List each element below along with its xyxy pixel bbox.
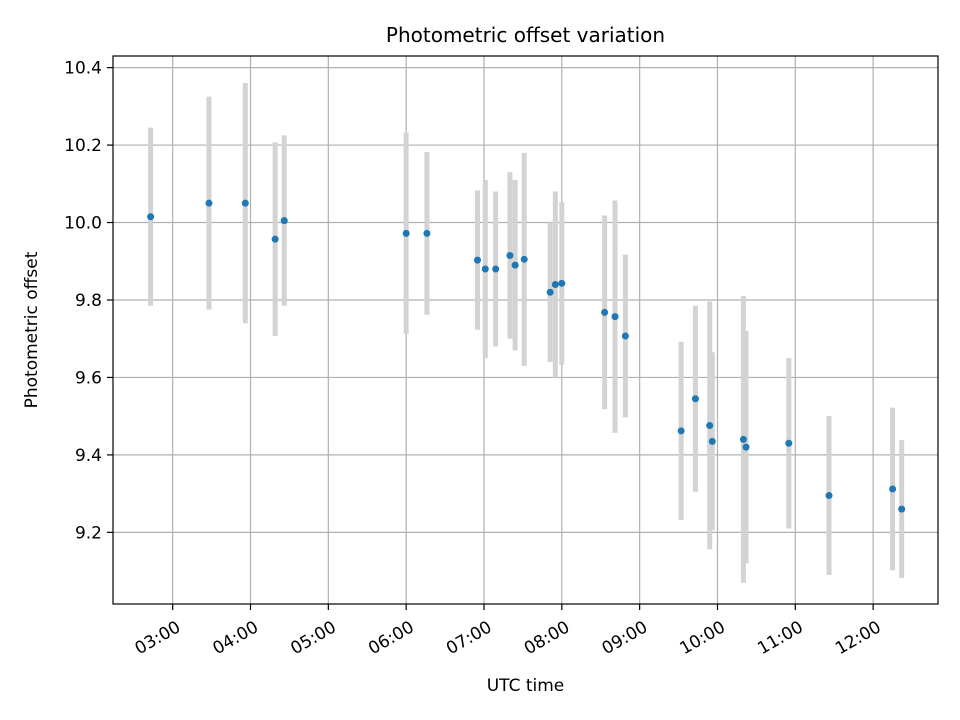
data-point [611, 313, 619, 321]
y-tick-label: 9.8 [75, 291, 102, 311]
data-point [621, 332, 629, 340]
data-point [742, 443, 750, 451]
data-point [520, 255, 528, 263]
data-point [558, 279, 566, 287]
data-point [506, 251, 514, 259]
data-point [601, 308, 609, 316]
data-point [706, 421, 714, 429]
data-point [785, 439, 793, 447]
y-tick-label: 10.2 [64, 136, 102, 156]
data-point [889, 485, 897, 493]
data-point [280, 217, 288, 225]
data-point [481, 265, 489, 273]
data-point [474, 256, 482, 264]
y-tick-label: 9.2 [75, 523, 102, 543]
x-axis-title: UTC time [487, 676, 565, 696]
data-point [271, 235, 279, 243]
data-points [147, 199, 906, 513]
y-tick-label: 9.4 [75, 446, 102, 466]
data-point [739, 435, 747, 443]
data-point [205, 199, 213, 207]
data-point [708, 437, 716, 445]
data-point [423, 229, 431, 237]
data-point [402, 229, 410, 237]
data-point [691, 395, 699, 403]
data-point [677, 427, 685, 435]
data-point [898, 505, 906, 513]
y-tick-label: 10.4 [64, 59, 102, 79]
axes-frame [112, 55, 939, 605]
data-point [825, 492, 833, 500]
data-point [546, 288, 554, 296]
data-point [551, 280, 559, 288]
data-point [147, 213, 155, 221]
data-point [492, 265, 500, 273]
y-tick-label: 9.6 [75, 368, 102, 388]
data-point [241, 199, 249, 207]
y-tick-label: 10.0 [64, 214, 102, 234]
data-point [511, 261, 519, 269]
chart-title: Photometric offset variation [386, 23, 665, 47]
y-axis-title: Photometric offset [22, 251, 42, 408]
